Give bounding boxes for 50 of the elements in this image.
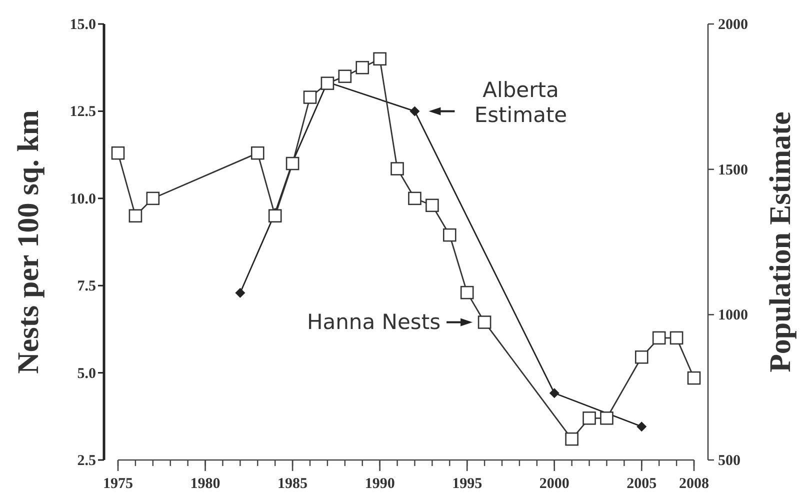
point — [634, 350, 648, 364]
y-tick-label: 5.0 — [77, 366, 96, 382]
point — [250, 146, 264, 160]
point — [303, 90, 317, 104]
point — [442, 228, 456, 242]
y2-tick-label: 1500 — [718, 162, 748, 178]
point — [687, 371, 701, 385]
point — [460, 286, 474, 300]
point — [268, 209, 282, 222]
x-tick-label: 1985 — [278, 476, 308, 492]
x-tick-label: 1975 — [103, 476, 133, 492]
x-tick-label: 2008 — [679, 476, 709, 492]
point — [478, 316, 492, 329]
x-tick-label: 1980 — [190, 476, 220, 492]
point — [320, 76, 334, 90]
x-tick-label: 2005 — [626, 476, 657, 492]
point — [410, 106, 420, 116]
x-tick-label: 2000 — [539, 476, 570, 492]
y2-tick-label: 500 — [718, 453, 740, 469]
point — [582, 411, 596, 425]
series-label: Hanna Nests — [306, 310, 441, 334]
y2-tick-label: 1000 — [718, 308, 748, 324]
point — [128, 209, 142, 222]
point — [426, 198, 439, 212]
point — [338, 70, 352, 83]
point — [670, 331, 684, 345]
y-tick-label: 2.5 — [77, 453, 96, 469]
x-tick-label: 1990 — [364, 476, 395, 492]
y-tick-label: 10.0 — [70, 191, 96, 208]
x-tick-label: 1995 — [452, 476, 482, 492]
point — [235, 288, 246, 298]
y-tick-label: 7.5 — [77, 278, 96, 295]
point — [373, 52, 386, 66]
y-tick-label: 12.5 — [70, 104, 96, 120]
point — [652, 331, 666, 345]
y-axis-title: Nests per 100 sq. km — [12, 110, 45, 374]
y2-tick-label: 2000 — [718, 17, 748, 33]
point — [408, 192, 422, 206]
legend-label: Alberta Estimate — [474, 78, 568, 128]
point — [286, 156, 300, 170]
y-tick-label: 15.0 — [70, 17, 96, 33]
y2-axis-title: Population Estimate — [764, 112, 797, 372]
point — [111, 146, 125, 160]
point — [390, 162, 404, 176]
point — [600, 411, 614, 425]
point — [146, 192, 160, 206]
point — [636, 422, 647, 432]
point — [356, 60, 370, 74]
point — [549, 388, 560, 398]
point — [565, 432, 578, 446]
